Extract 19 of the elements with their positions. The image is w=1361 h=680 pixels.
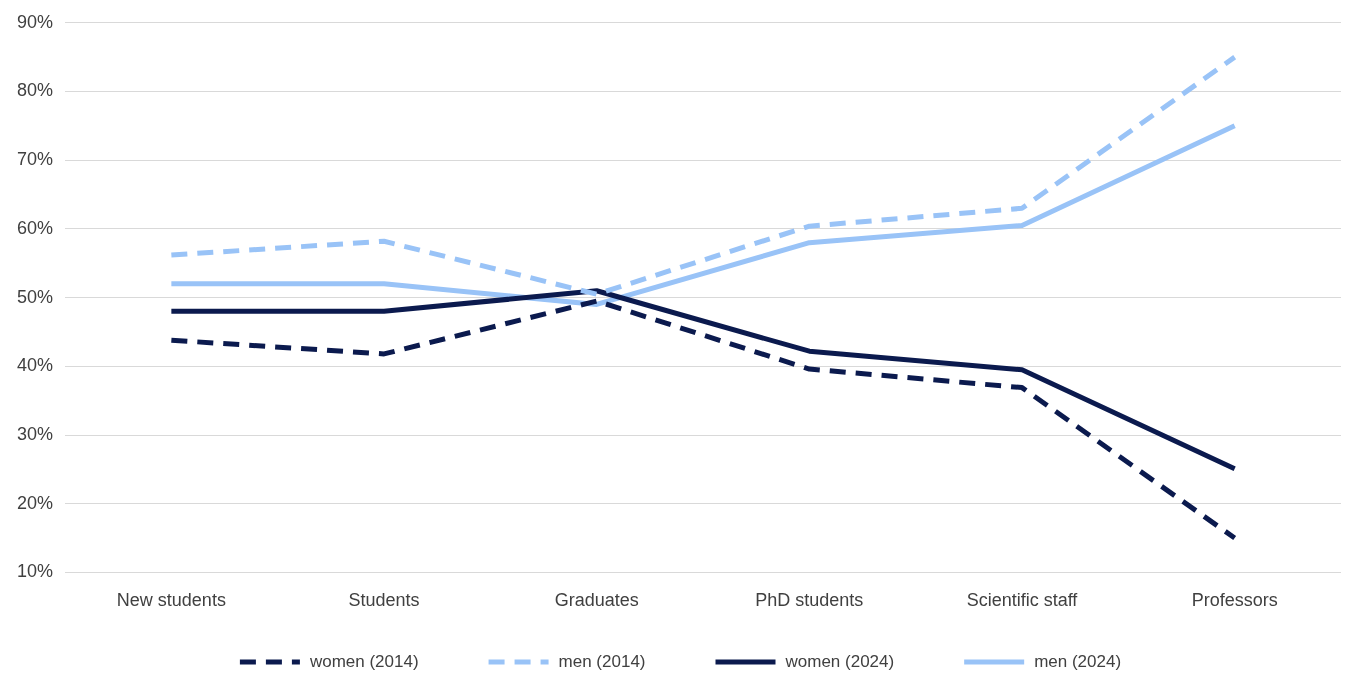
legend-label: men (2024): [1034, 651, 1122, 671]
legend-label: women (2024): [784, 651, 895, 671]
x-tick-label: Graduates: [554, 590, 639, 611]
x-tick-label: PhD students: [755, 590, 864, 611]
y-tick-label: 80%: [17, 80, 54, 101]
x-tick-label: New students: [116, 590, 226, 611]
y-tick-label: 60%: [17, 217, 54, 238]
y-tick-label: 50%: [17, 286, 54, 307]
y-tick-label: 90%: [17, 11, 54, 32]
y-tick-label: 10%: [17, 561, 54, 582]
y-tick-label: 20%: [17, 492, 54, 513]
legend-label: men (2014): [558, 651, 646, 671]
x-tick-label: Professors: [1191, 590, 1278, 611]
x-tick-label: Scientific staff: [966, 590, 1079, 611]
y-tick-label: 40%: [17, 355, 54, 376]
x-tick-label: Students: [348, 590, 420, 611]
y-tick-label: 30%: [17, 423, 54, 444]
legend-label: women (2014): [308, 651, 419, 671]
y-tick-label: 70%: [17, 149, 54, 170]
